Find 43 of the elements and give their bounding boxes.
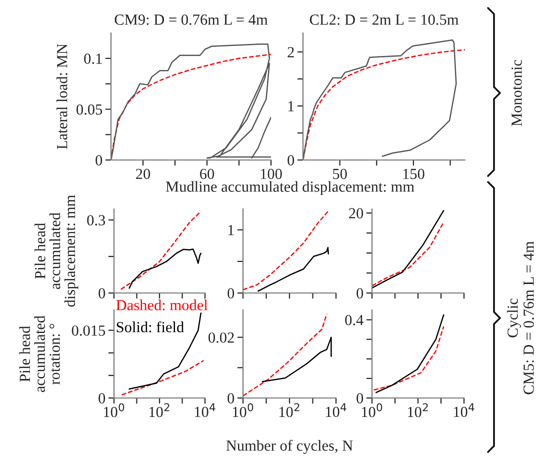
x-tick-label: 20 [136,168,150,180]
x-tick-label: 10$^{0}$ [232,403,254,418]
y-tick-label: 0 [228,288,234,298]
y-tick-label: 0 [96,155,102,166]
chart-title: CM9: D = 0.76m L = 4m [114,14,268,25]
x-tick-label: 150 [403,168,424,180]
y-tick-label: 0 [288,155,294,166]
y-tick-label: 0 [98,288,106,298]
y-tick-label: 0.02 [208,332,234,343]
y-tick-label: 0.4 [345,314,364,326]
x-tick-label: 10$^{2}$ [149,403,170,418]
chart-title: CL2: D = 2m L = 10.5m [310,14,459,25]
y-tick-label: 0.3 [87,215,106,226]
y-tick-label: 0 [356,393,364,404]
text: Monotonic [512,60,522,126]
y-tick-label: 1 [228,225,234,236]
x-axis-title: Mudline accumulated displacement: mm [166,181,414,195]
text: Cyclic CM5: D = 0.76m L = 4m [507,241,534,394]
y-tick-label: 0 [98,393,106,404]
x-tick-label: 10$^{2}$ [279,403,300,418]
x-tick-label: 10$^{4}$ [454,403,474,418]
y-axis-title: Pile head accumulated rotation: ° [19,316,60,392]
x-tick-label: 10$^{0}$ [104,403,124,418]
y-tick-label: 2 [288,47,294,58]
y-tick-label: 0 [356,288,364,298]
y-tick-label: 20 [349,208,364,218]
x-axis-title: Number of cycles, N [226,440,353,454]
annotation: Dashed: model [116,300,208,310]
x-tick-label: 10$^{4}$ [194,403,216,418]
y-tick-label: 1 [288,101,294,112]
x-tick-label: 10$^{4}$ [326,403,346,418]
annotation: Solid: field [116,321,184,332]
x-tick-label: 60 [200,168,214,180]
y-tick-label: 0 [228,393,234,404]
x-tick-label: 10$^{2}$ [408,403,428,418]
x-tick-label: 50 [333,168,347,180]
x-tick-label: 100 [260,168,282,180]
y-axis-title: Lateral load: MN [56,44,68,150]
y-tick-label: 0.05 [76,104,102,115]
x-tick-label: 10$^{0}$ [362,403,382,418]
y-axis-title: Pile head accumulated displacement: mm [34,195,78,307]
y-tick-label: 0.015 [72,325,106,336]
y-tick-label: 0.1 [84,54,102,64]
